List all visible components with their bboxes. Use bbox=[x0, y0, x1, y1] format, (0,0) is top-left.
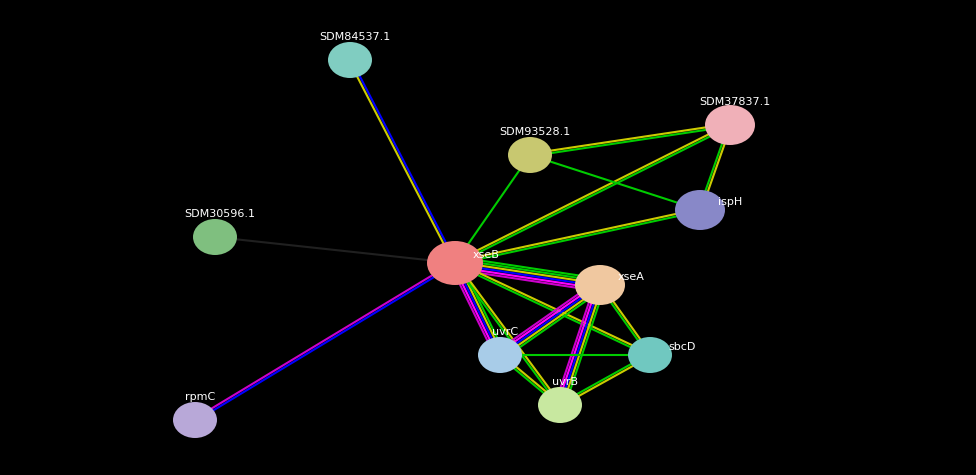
Ellipse shape bbox=[538, 387, 582, 423]
Ellipse shape bbox=[427, 241, 483, 285]
Ellipse shape bbox=[478, 337, 522, 373]
Text: SDM30596.1: SDM30596.1 bbox=[184, 209, 256, 219]
Text: xseA: xseA bbox=[618, 272, 645, 282]
Text: sbcD: sbcD bbox=[668, 342, 695, 352]
Ellipse shape bbox=[508, 137, 552, 173]
Text: SDM84537.1: SDM84537.1 bbox=[319, 32, 390, 42]
Text: uvrC: uvrC bbox=[492, 327, 518, 337]
Text: SDM93528.1: SDM93528.1 bbox=[500, 127, 571, 137]
Text: uvrB: uvrB bbox=[552, 377, 578, 387]
Ellipse shape bbox=[328, 42, 372, 78]
Ellipse shape bbox=[675, 190, 725, 230]
Text: ispH: ispH bbox=[718, 197, 743, 207]
Text: rpmC: rpmC bbox=[184, 392, 215, 402]
Text: xseB: xseB bbox=[473, 250, 500, 260]
Ellipse shape bbox=[705, 105, 755, 145]
Ellipse shape bbox=[628, 337, 672, 373]
Ellipse shape bbox=[575, 265, 625, 305]
Ellipse shape bbox=[193, 219, 237, 255]
Ellipse shape bbox=[173, 402, 217, 438]
Text: SDM37837.1: SDM37837.1 bbox=[700, 97, 771, 107]
